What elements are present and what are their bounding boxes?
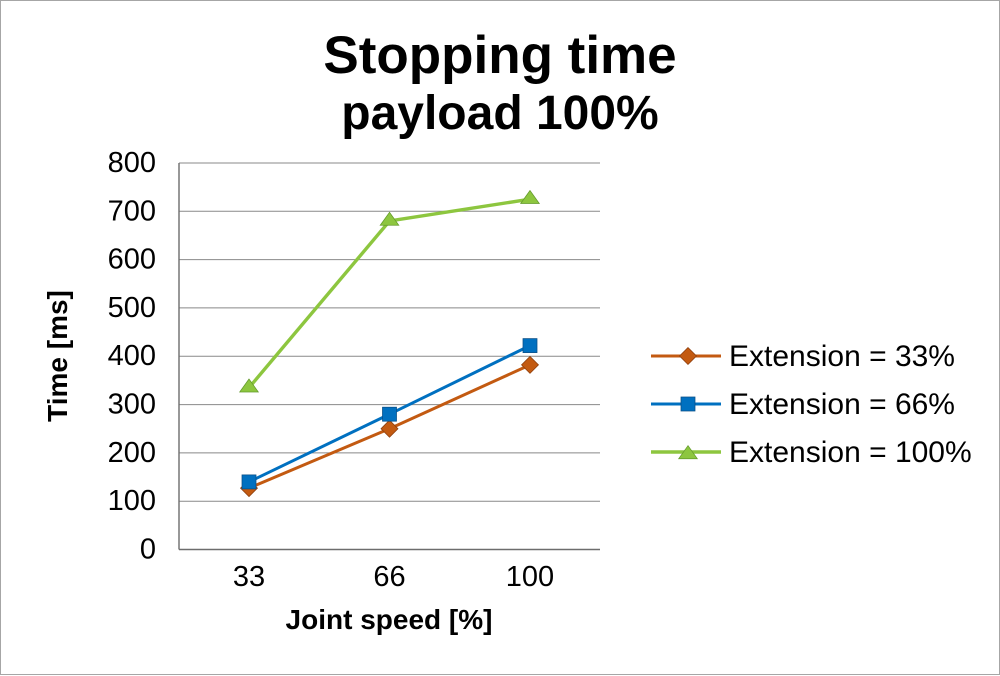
svg-text:400: 400 [108, 340, 156, 372]
svg-text:Joint speed [%]: Joint speed [%] [286, 604, 493, 635]
svg-text:300: 300 [108, 389, 156, 421]
svg-text:700: 700 [108, 195, 156, 227]
svg-text:0: 0 [140, 534, 156, 566]
svg-text:Time [ms]: Time [ms] [42, 290, 73, 422]
svg-text:500: 500 [108, 292, 156, 324]
svg-text:100: 100 [506, 561, 554, 593]
svg-text:100: 100 [108, 485, 156, 517]
svg-text:Extension = 33%: Extension = 33% [729, 340, 955, 373]
svg-text:200: 200 [108, 437, 156, 469]
svg-text:800: 800 [108, 147, 156, 179]
svg-text:66: 66 [373, 561, 405, 593]
svg-text:Extension = 100%: Extension = 100% [729, 436, 972, 469]
svg-text:33: 33 [233, 561, 265, 593]
svg-text:Extension = 66%: Extension = 66% [729, 388, 955, 421]
svg-text:600: 600 [108, 244, 156, 276]
